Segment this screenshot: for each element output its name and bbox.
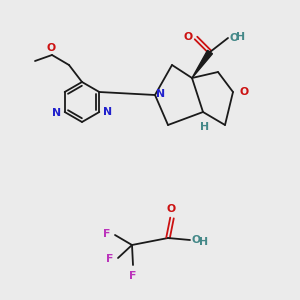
Text: H: H <box>199 237 208 247</box>
Text: O: O <box>184 32 193 42</box>
Text: O: O <box>229 33 238 43</box>
Text: F: F <box>129 271 137 281</box>
Text: N: N <box>156 89 165 99</box>
Text: H: H <box>236 32 245 42</box>
Text: N: N <box>52 108 61 118</box>
Text: F: F <box>103 229 110 239</box>
Text: O: O <box>46 43 56 53</box>
Text: O: O <box>167 204 176 214</box>
Polygon shape <box>192 50 212 78</box>
Text: H: H <box>200 122 210 132</box>
Text: O: O <box>191 235 200 245</box>
Text: O: O <box>239 87 248 97</box>
Text: N: N <box>103 107 112 117</box>
Text: F: F <box>106 254 113 264</box>
